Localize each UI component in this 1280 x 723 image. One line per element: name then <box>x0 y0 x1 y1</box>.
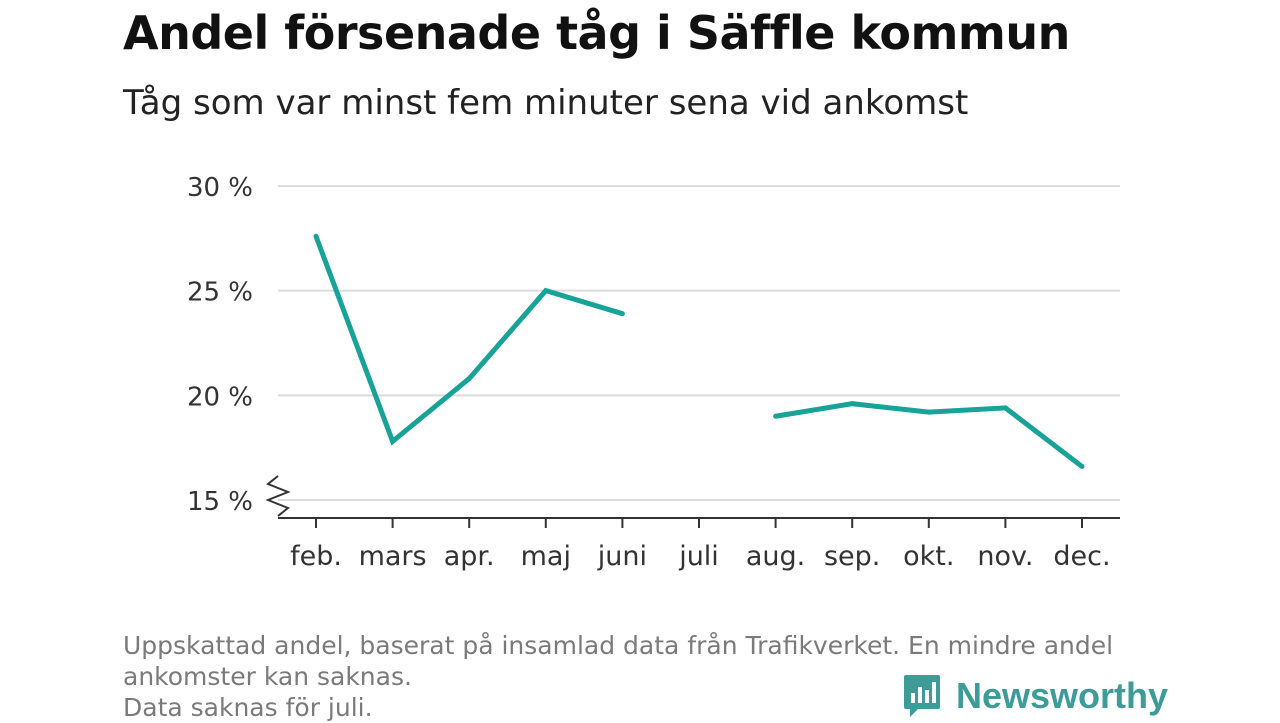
footnote-line: Data saknas för juli. <box>123 693 373 722</box>
x-tick-label: sep. <box>824 541 880 572</box>
x-tick-label: juli <box>678 541 719 572</box>
newsworthy-logo: Newsworthy <box>902 671 1168 721</box>
axis-break-icon <box>265 475 291 517</box>
x-tick-label: okt. <box>903 541 954 572</box>
x-tick-label: nov. <box>977 541 1033 572</box>
y-tick-label: 30 % <box>187 173 253 203</box>
footnote-line: Uppskattad andel, baserat på insamlad da… <box>123 631 1114 660</box>
data-point <box>466 376 472 382</box>
chart-subtitle: Tåg som var minst fem minuter sena vid a… <box>123 83 969 123</box>
data-point <box>543 288 549 294</box>
chart-title: Andel försenade tåg i Säffle kommun <box>123 6 1070 60</box>
data-point <box>390 438 396 444</box>
data-point <box>619 311 625 317</box>
series-line <box>313 235 624 446</box>
line-chart: 15 % 20 % 25 % 30 % feb. mars apr. maj juni juli… <box>187 173 1120 572</box>
data-point <box>1002 405 1008 411</box>
bar-chart-bubble-icon <box>904 675 940 717</box>
x-tick-label: feb. <box>290 541 342 572</box>
x-tick-label: mars <box>359 541 427 572</box>
footnote: Uppskattad andel, baserat på insamlad da… <box>123 630 1173 723</box>
data-point <box>849 401 855 407</box>
x-tick-label: dec. <box>1053 541 1110 572</box>
data-point <box>1079 464 1085 470</box>
data-point <box>926 409 932 415</box>
y-tick-label: 15 % <box>187 487 253 517</box>
y-tick-label: 25 % <box>187 278 253 308</box>
y-tick-label: 20 % <box>187 382 253 412</box>
x-tick-label: apr. <box>444 541 495 572</box>
x-tick-label: maj <box>521 541 571 572</box>
x-tick-label: juni <box>597 541 647 572</box>
x-tick-label: aug. <box>746 541 805 572</box>
brand-name: Newsworthy <box>956 675 1169 716</box>
footnote-line: ankomster kan saknas. <box>123 662 412 691</box>
data-point <box>313 233 319 239</box>
data-point <box>773 413 779 419</box>
